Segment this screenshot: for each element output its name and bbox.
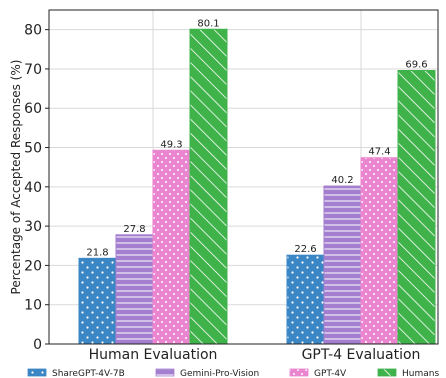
y-tick-label: 10 xyxy=(24,298,42,314)
bars xyxy=(78,28,436,345)
bar-value-label: 49.3 xyxy=(160,139,182,150)
legend-label: GPT-4V xyxy=(314,369,347,378)
y-tick-label: 40 xyxy=(24,180,42,196)
legend: ShareGPT-4V-7B Gemini-Pro-Vision GPT-4V Hum… xyxy=(27,368,439,378)
y-tick-label: 50 xyxy=(24,141,42,157)
bar-humans-0 xyxy=(189,28,228,345)
bar-value-label: 22.6 xyxy=(294,244,316,255)
bar-sharegpt-4v-7b-1 xyxy=(286,254,325,345)
x-axis-categories: Human Evaluation GPT-4 Evaluation xyxy=(89,347,421,363)
bar-value-label: 27.8 xyxy=(123,224,145,235)
bar-value-label: 69.6 xyxy=(405,60,427,71)
bar-humans-1 xyxy=(397,70,436,345)
value-labels: 21.8 27.8 49.3 80.1 22.6 40.2 47.4 69.6 xyxy=(86,18,427,258)
bar-value-label: 80.1 xyxy=(197,18,219,29)
y-tick-label: 70 xyxy=(24,62,42,78)
bar-value-label: 21.8 xyxy=(86,247,108,258)
bar-gemini-pro-vision-0 xyxy=(115,234,154,345)
legend-swatch xyxy=(289,368,309,377)
bar-value-label: 47.4 xyxy=(368,147,390,158)
legend-label: Humans xyxy=(402,369,439,378)
bar-sharegpt-4v-7b-0 xyxy=(78,257,117,345)
bar-gpt-4v-0 xyxy=(152,149,191,345)
y-tick-label: 0 xyxy=(33,337,42,353)
bar-gemini-pro-vision-1 xyxy=(323,185,362,345)
y-tick-label: 60 xyxy=(24,101,42,117)
y-axis-label: Percentage of Accepted Responses (%) xyxy=(9,60,23,295)
y-tick-label: 20 xyxy=(24,258,42,274)
y-tick-label: 30 xyxy=(24,219,42,235)
x-category-label: Human Evaluation xyxy=(89,347,218,363)
legend-swatch xyxy=(155,368,175,377)
legend-swatch xyxy=(377,368,397,377)
bar-value-label: 40.2 xyxy=(331,175,353,186)
plot-frame xyxy=(48,9,439,345)
legend-swatch xyxy=(27,368,47,377)
legend-label: ShareGPT-4V-7B xyxy=(52,369,125,378)
bar-gpt-4v-1 xyxy=(360,157,399,345)
legend-label: Gemini-Pro-Vision xyxy=(180,369,259,378)
y-axis-ticks: 0 10 20 30 40 50 60 70 80 xyxy=(24,23,49,353)
y-tick-label: 80 xyxy=(24,23,42,39)
x-category-label: GPT-4 Evaluation xyxy=(302,347,421,363)
